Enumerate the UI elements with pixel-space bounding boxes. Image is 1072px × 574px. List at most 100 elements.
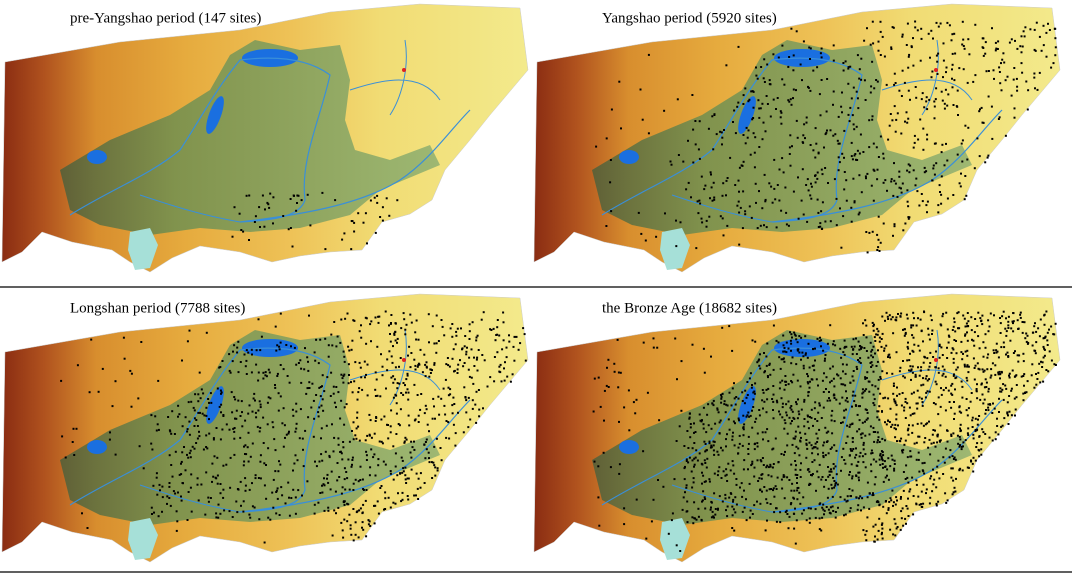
lake bbox=[128, 228, 158, 270]
site-dot bbox=[499, 363, 502, 366]
site-dot bbox=[122, 336, 125, 339]
site-dot bbox=[827, 466, 829, 468]
site-dot bbox=[814, 347, 816, 350]
site-dot bbox=[904, 439, 907, 442]
site-dot bbox=[618, 80, 621, 83]
site-dot bbox=[703, 188, 706, 191]
site-dot bbox=[308, 314, 310, 317]
site-dot bbox=[431, 325, 434, 328]
site-dot bbox=[742, 94, 745, 97]
site-dot bbox=[733, 109, 736, 112]
site-dot bbox=[841, 91, 843, 94]
site-dot bbox=[278, 514, 281, 516]
site-dot bbox=[999, 387, 1002, 390]
site-dot bbox=[1026, 334, 1029, 337]
site-dot bbox=[399, 357, 402, 359]
site-dot bbox=[342, 536, 345, 539]
site-dot bbox=[831, 505, 834, 508]
site-dot bbox=[866, 411, 869, 414]
site-dot bbox=[881, 463, 884, 465]
site-dot bbox=[1035, 373, 1037, 375]
site-dot bbox=[958, 327, 961, 330]
site-dot bbox=[958, 445, 961, 448]
site-dot bbox=[229, 456, 232, 459]
site-dot bbox=[787, 527, 790, 530]
site-dot bbox=[882, 222, 885, 225]
site-dot bbox=[233, 344, 236, 347]
site-dot bbox=[216, 482, 219, 485]
site-dot bbox=[401, 498, 404, 501]
site-dot bbox=[502, 339, 505, 342]
site-dot bbox=[860, 509, 862, 512]
site-dot bbox=[635, 398, 638, 401]
site-dot bbox=[777, 341, 780, 344]
site-dot bbox=[867, 356, 870, 359]
site-dot bbox=[695, 247, 698, 250]
site-dot bbox=[985, 70, 988, 73]
site-dot bbox=[350, 348, 353, 351]
site-dot bbox=[864, 453, 867, 456]
site-dot bbox=[415, 472, 418, 475]
site-dot bbox=[940, 387, 942, 390]
site-dot bbox=[827, 182, 829, 184]
site-dot bbox=[887, 507, 890, 510]
site-dot bbox=[958, 182, 961, 185]
site-dot bbox=[951, 329, 954, 331]
site-dot bbox=[833, 393, 836, 396]
site-dot bbox=[287, 481, 290, 484]
site-dot bbox=[406, 374, 409, 377]
site-dot bbox=[877, 378, 880, 381]
site-dot bbox=[921, 506, 924, 508]
site-dot bbox=[853, 345, 856, 348]
site-dot bbox=[763, 400, 766, 403]
site-dot bbox=[811, 461, 814, 463]
site-dot bbox=[877, 436, 880, 439]
site-dot bbox=[860, 346, 863, 349]
site-dot bbox=[688, 412, 691, 415]
site-dot bbox=[244, 453, 246, 455]
site-dot bbox=[174, 492, 177, 495]
site-dot bbox=[607, 358, 610, 361]
site-dot bbox=[265, 464, 267, 466]
river bbox=[671, 39, 973, 223]
site-dot bbox=[853, 201, 856, 204]
site-dot bbox=[382, 460, 385, 463]
site-dot bbox=[645, 537, 648, 540]
site-dot bbox=[1037, 327, 1040, 330]
site-dot bbox=[64, 456, 67, 459]
site-dot bbox=[314, 359, 317, 362]
site-dot bbox=[928, 390, 931, 393]
site-dot bbox=[725, 445, 727, 448]
site-dot bbox=[816, 337, 819, 340]
site-dot bbox=[969, 400, 972, 403]
site-dot bbox=[744, 87, 747, 90]
site-dot bbox=[789, 503, 792, 506]
site-dot bbox=[761, 138, 764, 141]
site-dot bbox=[706, 457, 709, 460]
site-dot bbox=[332, 392, 335, 395]
site-dot bbox=[921, 404, 924, 407]
site-dot bbox=[781, 402, 784, 405]
site-dot bbox=[861, 421, 864, 424]
site-dot bbox=[219, 483, 222, 485]
site-dot bbox=[142, 467, 145, 470]
site-dot bbox=[167, 416, 170, 418]
site-dot bbox=[836, 483, 839, 486]
site-dot bbox=[519, 342, 522, 345]
site-dot bbox=[473, 356, 475, 359]
site-dot bbox=[218, 366, 221, 369]
site-dot bbox=[358, 439, 361, 442]
site-dot bbox=[977, 335, 980, 338]
site-dot bbox=[856, 159, 859, 161]
site-dot bbox=[781, 78, 784, 81]
site-dot bbox=[689, 436, 692, 439]
site-dot bbox=[765, 498, 768, 501]
site-dot bbox=[811, 452, 814, 455]
site-dot bbox=[1034, 352, 1037, 355]
site-dot bbox=[849, 106, 852, 109]
site-dot bbox=[843, 459, 846, 461]
site-dot bbox=[719, 130, 722, 133]
site-dot bbox=[356, 510, 359, 513]
site-dot bbox=[971, 419, 974, 422]
site-dot bbox=[902, 328, 904, 331]
